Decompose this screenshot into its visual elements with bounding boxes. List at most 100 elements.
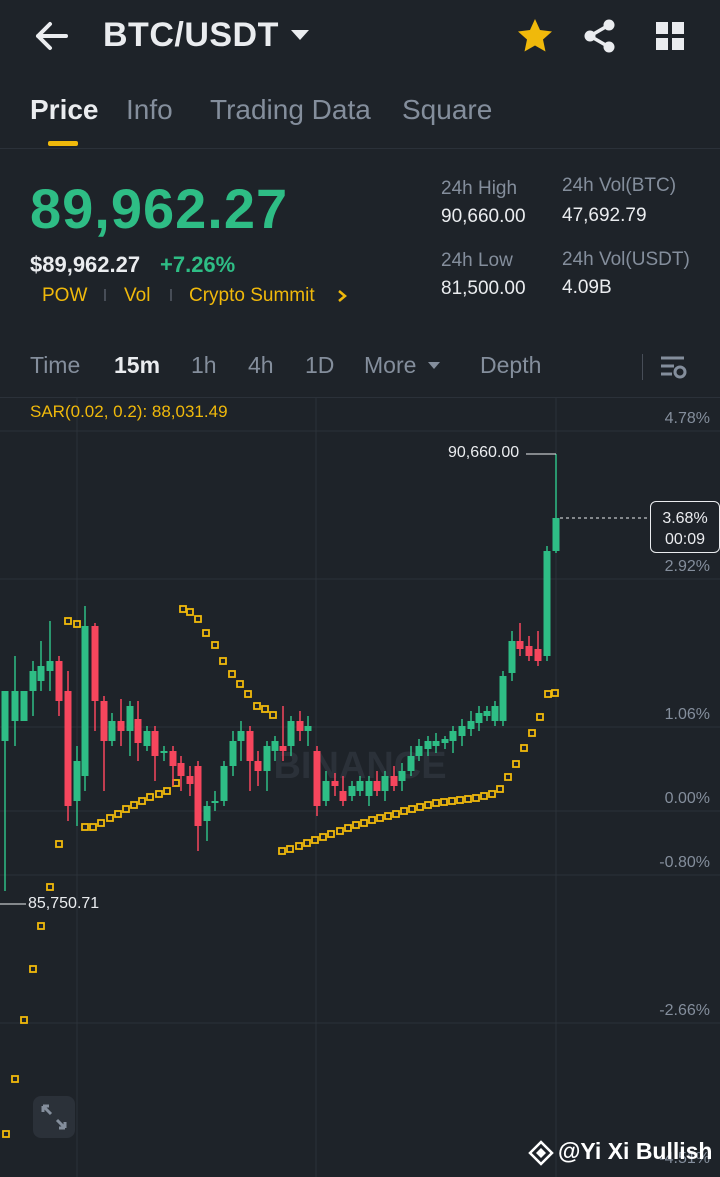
tab-info[interactable]: Info — [126, 94, 173, 125]
candle-body — [254, 761, 262, 771]
sar-dot — [496, 785, 504, 793]
tag-pow[interactable]: POW — [42, 285, 88, 306]
tab-bar: Price Info Trading Data Square — [0, 86, 720, 149]
sar-dot — [504, 773, 512, 781]
sar-dot — [352, 821, 360, 829]
candle-body — [287, 721, 295, 746]
candle-body — [424, 741, 432, 749]
tab-price[interactable]: Price — [30, 94, 99, 125]
binance-diamond-icon — [528, 1140, 554, 1166]
candle-body — [1, 691, 9, 741]
candle-body — [304, 726, 312, 731]
timeframe-time[interactable]: Time — [30, 352, 81, 378]
sar-dot — [73, 620, 81, 628]
grid-icon[interactable] — [650, 16, 690, 56]
share-icon[interactable] — [580, 16, 620, 56]
candle-body — [203, 806, 211, 821]
sar-dot — [37, 922, 45, 930]
chevron-down-icon[interactable] — [291, 30, 309, 40]
candle-body — [194, 766, 202, 826]
candle-body — [508, 641, 516, 673]
sar-dot — [219, 657, 227, 665]
sar-dot — [368, 816, 376, 824]
sar-dot — [202, 629, 210, 637]
candle-body — [313, 751, 321, 806]
candle-body — [151, 731, 159, 756]
sar-dot — [81, 823, 89, 831]
y-label: 0.00% — [664, 790, 710, 807]
sar-dot — [544, 690, 552, 698]
candle-body — [100, 701, 108, 741]
timeframe-1d[interactable]: 1D — [305, 352, 335, 378]
low-marker-label: 85,750.71 — [28, 895, 100, 912]
chart-area[interactable]: BINANCE — [0, 397, 720, 1177]
y-label: -0.80% — [659, 854, 710, 871]
sar-dot — [295, 842, 303, 850]
expand-button[interactable] — [33, 1096, 75, 1138]
sar-dot — [244, 690, 252, 698]
candle-body — [169, 751, 177, 766]
candle-body — [55, 661, 63, 701]
tag-crypto-summit[interactable]: Crypto Summit — [189, 285, 315, 306]
sar-dot — [97, 819, 105, 827]
sar-dot — [2, 1130, 10, 1138]
tag-vol[interactable]: Vol — [124, 285, 151, 306]
current-price-tag: 3.68% 00:09 — [650, 501, 720, 553]
chart-settings-icon[interactable] — [658, 352, 688, 382]
candle-body — [483, 711, 491, 716]
pair-title[interactable]: BTC/USDT — [103, 16, 279, 54]
candle-body — [552, 518, 560, 551]
sar-dot — [20, 1016, 28, 1024]
candle-body — [348, 786, 356, 796]
chevron-right-icon[interactable] — [336, 288, 348, 304]
candle-body — [365, 781, 373, 796]
sar-dot — [89, 823, 97, 831]
sar-dot — [376, 814, 384, 822]
sar-dot — [360, 819, 368, 827]
sar-dot — [269, 711, 277, 719]
candle-body — [449, 731, 457, 741]
sar-dot — [336, 827, 344, 835]
timeframe-more[interactable]: More — [364, 352, 417, 378]
sar-dot — [163, 787, 171, 795]
candle-body — [458, 726, 466, 736]
tab-square[interactable]: Square — [402, 94, 493, 125]
sar-dot — [416, 803, 424, 811]
markers — [0, 453, 650, 905]
sar-dot — [29, 965, 37, 973]
timeframe-4h[interactable]: 4h — [248, 352, 274, 378]
tab-trading-data[interactable]: Trading Data — [210, 94, 371, 125]
divider — [104, 289, 106, 301]
candle-body — [296, 721, 304, 731]
candle-body — [475, 713, 483, 723]
current-change: 3.68% — [662, 510, 708, 527]
candle-body — [126, 706, 134, 731]
sar-dot — [261, 705, 269, 713]
candle-body — [331, 781, 339, 786]
tag-list: POW Vol Crypto Summit — [42, 285, 362, 311]
candle-body — [516, 641, 524, 649]
timeframe-1h[interactable]: 1h — [191, 352, 217, 378]
candle-body — [46, 661, 54, 671]
candle-body — [381, 776, 389, 791]
candle-body — [373, 781, 381, 791]
arrow-left-icon[interactable] — [30, 18, 70, 54]
candle-body — [37, 666, 45, 681]
sar-dots — [2, 605, 559, 1138]
candle-body — [91, 626, 99, 701]
y-label: -2.66% — [659, 1002, 710, 1019]
candle-body — [390, 776, 398, 786]
depth-tab[interactable]: Depth — [480, 352, 542, 378]
candlestick-chart[interactable]: BINANCE — [0, 398, 720, 1177]
star-icon[interactable] — [515, 16, 555, 56]
sar-dot — [456, 796, 464, 804]
sar-dot — [228, 670, 236, 678]
chevron-down-icon[interactable] — [428, 362, 440, 369]
timeframe-15m[interactable]: 15m — [114, 352, 161, 378]
candle-body — [177, 763, 185, 776]
sar-dot — [327, 830, 335, 838]
candle-body — [491, 706, 499, 721]
sar-dot — [179, 605, 187, 613]
sar-dot — [472, 794, 480, 802]
candle-body — [499, 676, 507, 721]
